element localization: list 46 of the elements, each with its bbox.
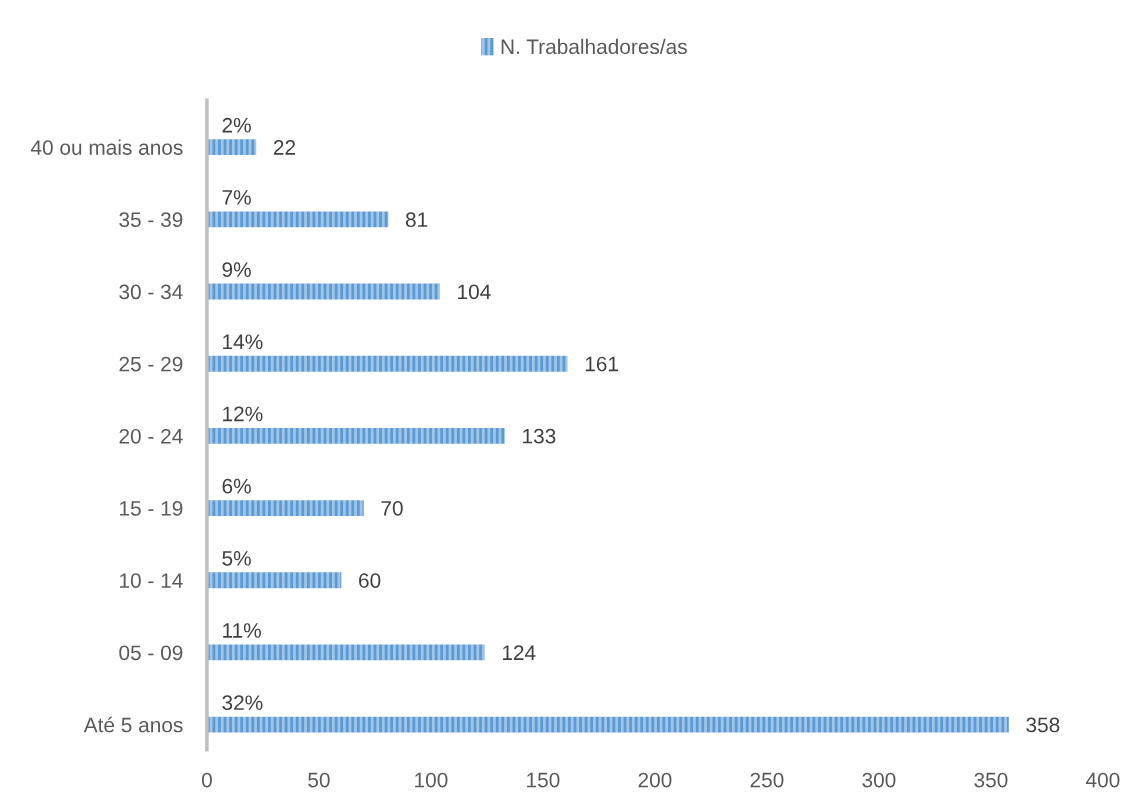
y-tick-label: 35 - 39 — [119, 212, 183, 228]
x-tick-label: 250 — [750, 772, 784, 788]
y-tick-label: 30 - 34 — [119, 284, 183, 300]
x-tick-label: 50 — [308, 772, 330, 788]
data-label: 161 — [585, 356, 618, 372]
annotation: 14% — [223, 334, 263, 350]
bar — [206, 572, 342, 589]
legend-label: N. Trabalhadores/as — [501, 38, 687, 55]
bar — [206, 139, 257, 156]
bar — [206, 283, 440, 300]
annotation: 12% — [223, 406, 263, 422]
y-tick-label: 05 - 09 — [119, 645, 183, 661]
bar — [206, 211, 389, 228]
y-tick-label: 20 - 24 — [119, 428, 183, 444]
annotation: 9% — [222, 262, 251, 277]
data-label: 124 — [502, 645, 536, 660]
annotation: 7% — [222, 190, 251, 205]
data-label: 133 — [523, 428, 556, 444]
bar — [206, 500, 364, 517]
bar — [206, 716, 1009, 733]
y-tick-label: 40 ou mais anos — [30, 139, 183, 155]
y-tick-label: 15 - 19 — [120, 501, 183, 516]
data-label: 70 — [381, 500, 403, 516]
x-tick-label: 350 — [974, 772, 1008, 788]
annotation: 2% — [222, 117, 251, 133]
data-label: 22 — [273, 140, 296, 155]
data-label: 358 — [1026, 717, 1060, 733]
x-tick-label: 300 — [862, 772, 896, 788]
x-tick-label: 100 — [415, 772, 448, 788]
bar — [206, 644, 485, 661]
bar — [206, 355, 568, 372]
data-label: 104 — [458, 284, 491, 300]
y-tick-label: Até 5 anos — [83, 716, 183, 733]
x-tick-label: 0 — [201, 772, 212, 788]
annotation: 32% — [222, 695, 263, 711]
data-label: 81 — [405, 212, 428, 228]
x-tick-label: 200 — [638, 772, 672, 788]
y-tick-label: 10 - 14 — [120, 573, 183, 588]
bar — [206, 427, 505, 444]
annotation: 6% — [222, 478, 251, 494]
data-label: 60 — [359, 573, 381, 588]
x-tick-label: 400 — [1085, 772, 1120, 788]
y-tick-label: 25 - 29 — [119, 356, 183, 372]
x-tick-label: 150 — [527, 772, 560, 788]
annotation: 11% — [223, 623, 261, 638]
annotation: 5% — [222, 551, 251, 566]
